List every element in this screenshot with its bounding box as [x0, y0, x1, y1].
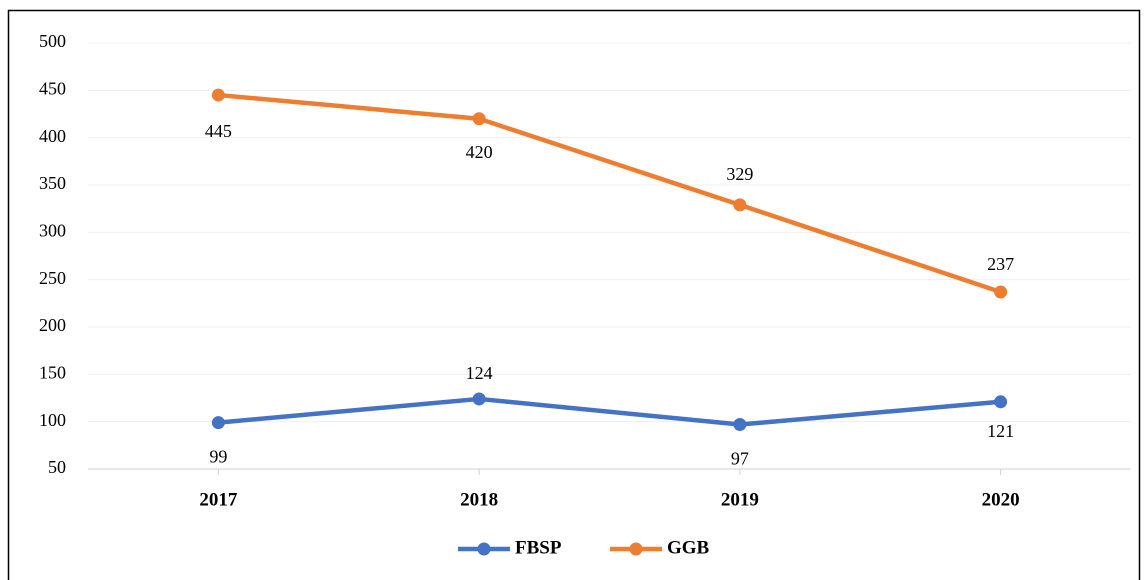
- point: [472, 392, 486, 406]
- series-line: [218, 396, 1001, 427]
- x-tick-label: 2018: [460, 489, 498, 510]
- point: [472, 112, 486, 126]
- point: [211, 88, 225, 102]
- x-tick-label: 2020: [982, 489, 1020, 510]
- chart-border: [7, 9, 1141, 580]
- legend-label: FBSP: [515, 537, 562, 558]
- y-tick-label: 350: [39, 173, 66, 193]
- point: [994, 285, 1008, 299]
- y-tick-label: 450: [39, 78, 66, 98]
- data-label: 420: [466, 142, 493, 162]
- data-label: 329: [726, 164, 753, 184]
- point: [211, 416, 225, 430]
- y-tick-label: 300: [39, 220, 66, 240]
- y-tick-label: 100: [39, 410, 66, 430]
- y-tick-label: 250: [39, 268, 66, 288]
- y-tick-label: 150: [39, 362, 66, 382]
- series-line: [218, 92, 1002, 295]
- data-label: 124: [466, 363, 493, 383]
- data-label: 121: [987, 421, 1014, 441]
- x-tick-label: 2017: [199, 489, 238, 510]
- point: [733, 418, 747, 432]
- legend-label: GGB: [667, 537, 710, 558]
- y-tick-label: 200: [39, 315, 66, 335]
- legend-marker: [477, 542, 491, 556]
- x-tick-label: 2019: [721, 489, 759, 510]
- data-label: 445: [205, 121, 232, 141]
- data-label: 99: [209, 447, 227, 467]
- legend-marker: [629, 542, 643, 556]
- point: [994, 395, 1008, 409]
- y-tick-label: 50: [48, 457, 66, 477]
- data-label: 97: [731, 449, 749, 469]
- y-tick-label: 500: [39, 31, 66, 51]
- data-label: 237: [987, 254, 1014, 274]
- point: [733, 198, 747, 212]
- y-tick-label: 400: [39, 126, 66, 146]
